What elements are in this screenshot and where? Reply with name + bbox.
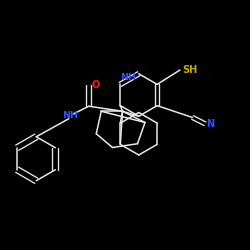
Text: N: N bbox=[206, 119, 214, 129]
Text: O: O bbox=[92, 80, 100, 90]
Text: NH: NH bbox=[62, 110, 78, 120]
Text: SH: SH bbox=[182, 65, 197, 75]
Text: NH: NH bbox=[120, 72, 136, 82]
